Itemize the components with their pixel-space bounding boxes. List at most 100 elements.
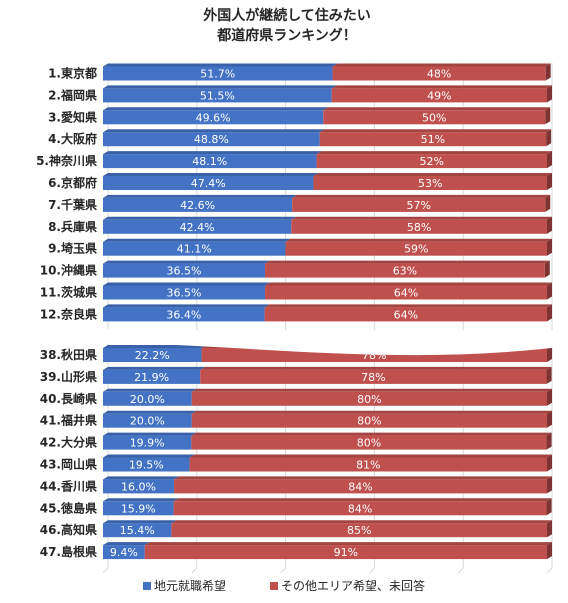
bar-end-other: [545, 194, 551, 212]
data-label-local: 21.9%: [134, 371, 169, 384]
bar-local: [103, 285, 266, 300]
data-label-local: 51.5%: [200, 89, 235, 102]
bar-local: [103, 307, 265, 322]
bar-end-other: [546, 432, 552, 450]
bar-other: [189, 457, 547, 472]
data-label-local: 36.4%: [166, 308, 201, 321]
bar-top-local: [103, 194, 298, 198]
gridline-foot: [369, 567, 375, 574]
bar-local: [103, 110, 324, 125]
bar-top-local: [103, 454, 195, 458]
category-label: 10.沖縄県: [40, 263, 97, 278]
bar-end-other: [547, 388, 552, 406]
legend-label-local: 地元就職希望: [154, 578, 226, 593]
bar-other: [174, 479, 548, 494]
bar-other: [292, 197, 546, 212]
bar-local: [103, 176, 314, 190]
category-label: 38.秋田県: [40, 347, 97, 362]
bar-top-local: [103, 107, 329, 111]
data-label-local: 36.5%: [167, 265, 202, 278]
bar-other: [265, 285, 547, 300]
bar-local: [103, 197, 293, 212]
category-label: 41.福井県: [40, 413, 97, 428]
data-label-other: 80%: [357, 415, 381, 428]
bar-local: [103, 154, 317, 169]
bar-end-other: [546, 366, 552, 384]
bar-local: [103, 348, 202, 362]
data-label-other: 64%: [394, 287, 418, 300]
bar-top-local: [103, 216, 297, 220]
bar-top-local: [103, 432, 197, 436]
category-label: 2.福岡県: [48, 87, 97, 102]
category-label: 42.大分県: [40, 435, 97, 450]
bar-top-other: [319, 129, 552, 133]
bar-end-other: [547, 85, 552, 103]
data-label-local: 42.6%: [180, 199, 215, 212]
data-label-local: 51.7%: [200, 68, 235, 81]
bar-top-local: [103, 388, 197, 392]
bar-local: [103, 369, 201, 384]
bar-top-other: [171, 520, 552, 524]
bar-local: [103, 66, 333, 81]
data-label-local: 36.5%: [167, 287, 202, 300]
bar-top-other: [191, 388, 553, 392]
category-label: 7.千葉県: [48, 197, 97, 212]
bar-local: [103, 435, 192, 450]
bar-top-other: [316, 151, 552, 155]
data-label-local: 48.1%: [192, 155, 227, 168]
data-label-local: 42.4%: [180, 221, 215, 234]
data-label-other: 80%: [357, 437, 381, 450]
category-label: 9.埼玉県: [48, 241, 97, 256]
bar-other: [316, 154, 547, 169]
data-label-local: 9.4%: [110, 546, 138, 559]
bar-top-local: [103, 520, 177, 524]
data-label-local: 20.0%: [130, 393, 165, 406]
bar-end-other: [547, 238, 552, 256]
bar-other: [200, 369, 547, 384]
bar-top-local: [103, 260, 271, 264]
bar-end-other: [545, 63, 551, 81]
bar-top-other: [285, 238, 552, 242]
bar-top-other: [265, 260, 550, 264]
category-label: 39.山形県: [40, 369, 97, 384]
bar-top-other: [200, 366, 552, 370]
gridline-foot: [280, 567, 286, 574]
data-label-local: 48.8%: [194, 133, 229, 146]
bar-other: [173, 501, 547, 516]
category-label: 44.香川県: [40, 478, 97, 493]
data-label-local: 22.2%: [135, 349, 170, 362]
category-label: 3.愛知県: [48, 109, 97, 124]
bar-top-local: [103, 85, 337, 89]
bar-top-other: [291, 216, 552, 220]
bar-end-other: [547, 520, 552, 538]
axis-break-mark: [0, 329, 568, 356]
gridline-foot: [102, 567, 109, 574]
data-label-other: 84%: [348, 502, 372, 515]
bar-other: [265, 263, 545, 278]
bar-other: [291, 219, 547, 234]
category-label: 40.長崎県: [40, 391, 97, 406]
bar-top-other: [265, 282, 552, 286]
bar-top-other: [174, 476, 553, 480]
bar-local: [103, 219, 292, 234]
bar-other: [323, 110, 546, 125]
bar-top-other: [191, 432, 552, 436]
bar-other: [191, 435, 547, 450]
bar-top-other: [332, 63, 551, 67]
bar-top-other: [292, 194, 551, 198]
data-label-local: 20.0%: [130, 415, 165, 428]
category-label: 46.高知県: [40, 522, 97, 537]
bar-end-other: [547, 151, 552, 169]
category-label: 4.大阪府: [48, 131, 97, 146]
data-label-other: 84%: [348, 480, 372, 493]
category-label: 12.奈良県: [40, 306, 97, 321]
data-label-local: 19.5%: [129, 459, 164, 472]
bar-top-other: [189, 454, 552, 458]
data-label-other: 48%: [427, 68, 451, 81]
bar-local: [103, 241, 286, 256]
bar-top-other: [173, 498, 552, 502]
legend-label-other: その他エリア希望、未回答: [281, 578, 425, 593]
bar-end-other: [544, 260, 550, 278]
bar-end-other: [547, 216, 552, 234]
data-label-local: 15.9%: [121, 502, 156, 515]
